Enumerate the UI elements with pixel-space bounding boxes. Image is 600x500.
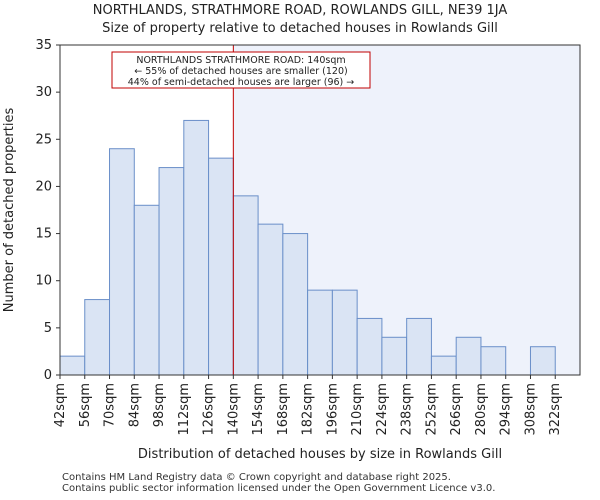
chart-title-line1: NORTHLANDS, STRATHMORE ROAD, ROWLANDS GI… <box>92 3 508 18</box>
x-tick-label-84sqm: 84sqm <box>127 383 142 427</box>
bar-266sqm <box>455 336 482 376</box>
x-tick-label-196sqm: 196sqm <box>325 383 340 436</box>
x-tick-label-70sqm: 70sqm <box>103 383 118 427</box>
bar-56sqm <box>84 299 111 376</box>
bar-238sqm <box>406 317 432 376</box>
annotation-box: NORTHLANDS STRATHMORE ROAD: 140sqm ← 55%… <box>111 51 371 89</box>
annotation-line3: 44% of semi-detached houses are larger (… <box>128 77 355 88</box>
y-tick-label: 25 <box>35 132 52 147</box>
y-tick-label: 20 <box>35 179 52 194</box>
bar-224sqm <box>381 336 408 376</box>
y-axis-label: Number of detached properties <box>2 108 17 313</box>
annotation-line1: NORTHLANDS STRATHMORE ROAD: 140sqm <box>136 55 345 66</box>
x-tick-label-238sqm: 238sqm <box>400 383 415 436</box>
x-tick-label-224sqm: 224sqm <box>375 383 390 436</box>
x-tick-label-280sqm: 280sqm <box>474 383 489 436</box>
footer-licence: Contains public sector information licen… <box>62 483 496 494</box>
plot-frame <box>59 44 581 376</box>
bar-196sqm <box>331 289 358 376</box>
y-tick-label: 15 <box>35 227 52 242</box>
x-tick-label-42sqm: 42sqm <box>53 383 68 427</box>
histogram-chart: 0 5 10 15 20 25 30 35 42sqm 56sqm 70sqm 84sqm 98sqm… <box>2 38 581 462</box>
x-tick-label-168sqm: 168sqm <box>276 383 291 436</box>
bar-252sqm <box>430 355 457 376</box>
x-tick-label-322sqm: 322sqm <box>548 383 563 436</box>
bar-126sqm <box>208 157 234 376</box>
y-tick-label: 35 <box>35 38 52 53</box>
bar-84sqm <box>133 204 160 376</box>
footer-copyright: Contains HM Land Registry data © Crown c… <box>62 472 451 483</box>
x-tick-label-308sqm: 308sqm <box>523 383 538 436</box>
bar-154sqm <box>257 223 284 376</box>
bar-140sqm <box>232 195 259 376</box>
x-tick-label-294sqm: 294sqm <box>499 383 514 436</box>
x-axis-label: Distribution of detached houses by size … <box>138 447 502 462</box>
x-tick-label-266sqm: 266sqm <box>449 383 464 436</box>
x-tick-label-126sqm: 126sqm <box>202 383 217 436</box>
bar-42sqm <box>59 355 86 376</box>
x-tick-label-140sqm: 140sqm <box>226 383 241 436</box>
y-tick-label: 5 <box>44 321 52 336</box>
chart-title-line2: Size of property relative to detached ho… <box>102 21 498 36</box>
x-tick-label-98sqm: 98sqm <box>152 383 167 427</box>
bar-280sqm <box>480 346 507 376</box>
y-tick-label: 10 <box>35 274 52 289</box>
bar-98sqm <box>158 167 185 376</box>
x-tick-label-210sqm: 210sqm <box>350 383 365 436</box>
x-tick-label-182sqm: 182sqm <box>301 383 316 436</box>
bar-70sqm <box>109 148 135 376</box>
y-tick-label: 30 <box>35 85 52 100</box>
x-tick-label-252sqm: 252sqm <box>424 383 439 436</box>
bar-182sqm <box>307 289 333 376</box>
annotation-line2: ← 55% of detached houses are smaller (12… <box>134 66 347 77</box>
bar-210sqm <box>356 317 383 376</box>
y-tick-label: 0 <box>44 368 52 383</box>
bar-168sqm <box>282 233 309 376</box>
x-tick-label-112sqm: 112sqm <box>177 383 192 436</box>
x-tick-label-56sqm: 56sqm <box>78 383 93 427</box>
bar-308sqm <box>529 346 556 376</box>
x-tick-label-154sqm: 154sqm <box>251 383 266 436</box>
bar-112sqm <box>183 119 210 376</box>
